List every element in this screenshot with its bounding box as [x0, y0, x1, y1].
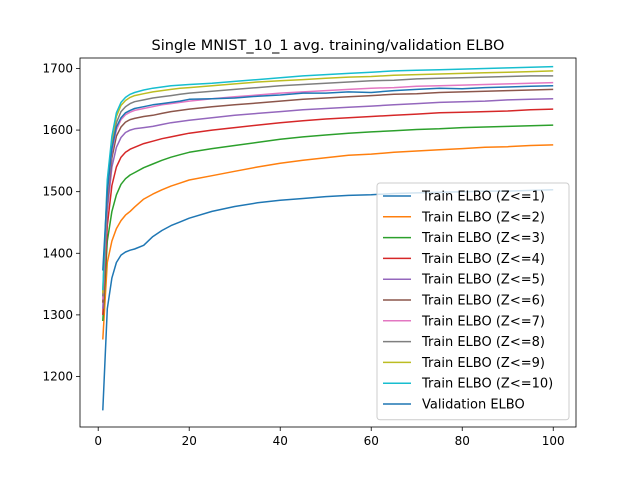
series-line-2	[102, 144, 554, 340]
y-tick-label: 1700	[42, 61, 73, 75]
y-tick-label: 1600	[42, 123, 73, 137]
x-tick-label: 40	[273, 434, 288, 448]
legend-label: Train ELBO (Z<=4)	[421, 252, 545, 267]
y-tick-label: 1300	[42, 308, 73, 322]
x-tick-label: 20	[182, 434, 197, 448]
axes-frame	[79, 57, 577, 428]
legend-label: Train ELBO (Z<=3)	[421, 231, 545, 246]
series-line-3	[102, 124, 554, 322]
x-tick-label: 0	[94, 434, 102, 448]
series-line-11	[102, 84, 554, 271]
series-line-9	[102, 70, 554, 294]
series-line-10	[102, 65, 554, 291]
y-tick-label: 1400	[42, 246, 73, 260]
chart-title: Single MNIST_10_1 avg. training/validati…	[152, 38, 505, 54]
series-line-8	[102, 75, 554, 297]
legend-label: Train ELBO (Z<=9)	[421, 356, 545, 371]
legend: Train ELBO (Z<=1) Train ELBO (Z<=2) Train …	[376, 182, 570, 421]
x-tick-label: 100	[542, 434, 565, 448]
series-line-5	[102, 97, 554, 309]
legend-label: Train ELBO (Z<=6)	[421, 294, 545, 309]
legend-label: Train ELBO (Z<=7)	[421, 314, 545, 329]
legend-label: Train ELBO (Z<=10)	[421, 377, 553, 392]
legend-label: Train ELBO (Z<=5)	[421, 273, 545, 288]
legend-label: Validation ELBO	[422, 398, 525, 413]
legend-label: Train ELBO (Z<=1)	[421, 190, 545, 205]
series-line-6	[102, 88, 554, 303]
legend-label: Train ELBO (Z<=8)	[421, 335, 545, 350]
y-tick-label: 1500	[42, 185, 73, 199]
axes-layer: 0 20 40 60 80 100 1200 1300 1400 1500 1600 1700	[42, 57, 577, 448]
series-line-4	[102, 108, 554, 315]
legend-box	[376, 182, 570, 421]
x-tick-label: 80	[455, 434, 470, 448]
x-tick-label: 60	[364, 434, 379, 448]
y-tick-label: 1200	[42, 369, 73, 383]
legend-label: Train ELBO (Z<=2)	[421, 210, 545, 225]
series-layer	[102, 65, 554, 411]
